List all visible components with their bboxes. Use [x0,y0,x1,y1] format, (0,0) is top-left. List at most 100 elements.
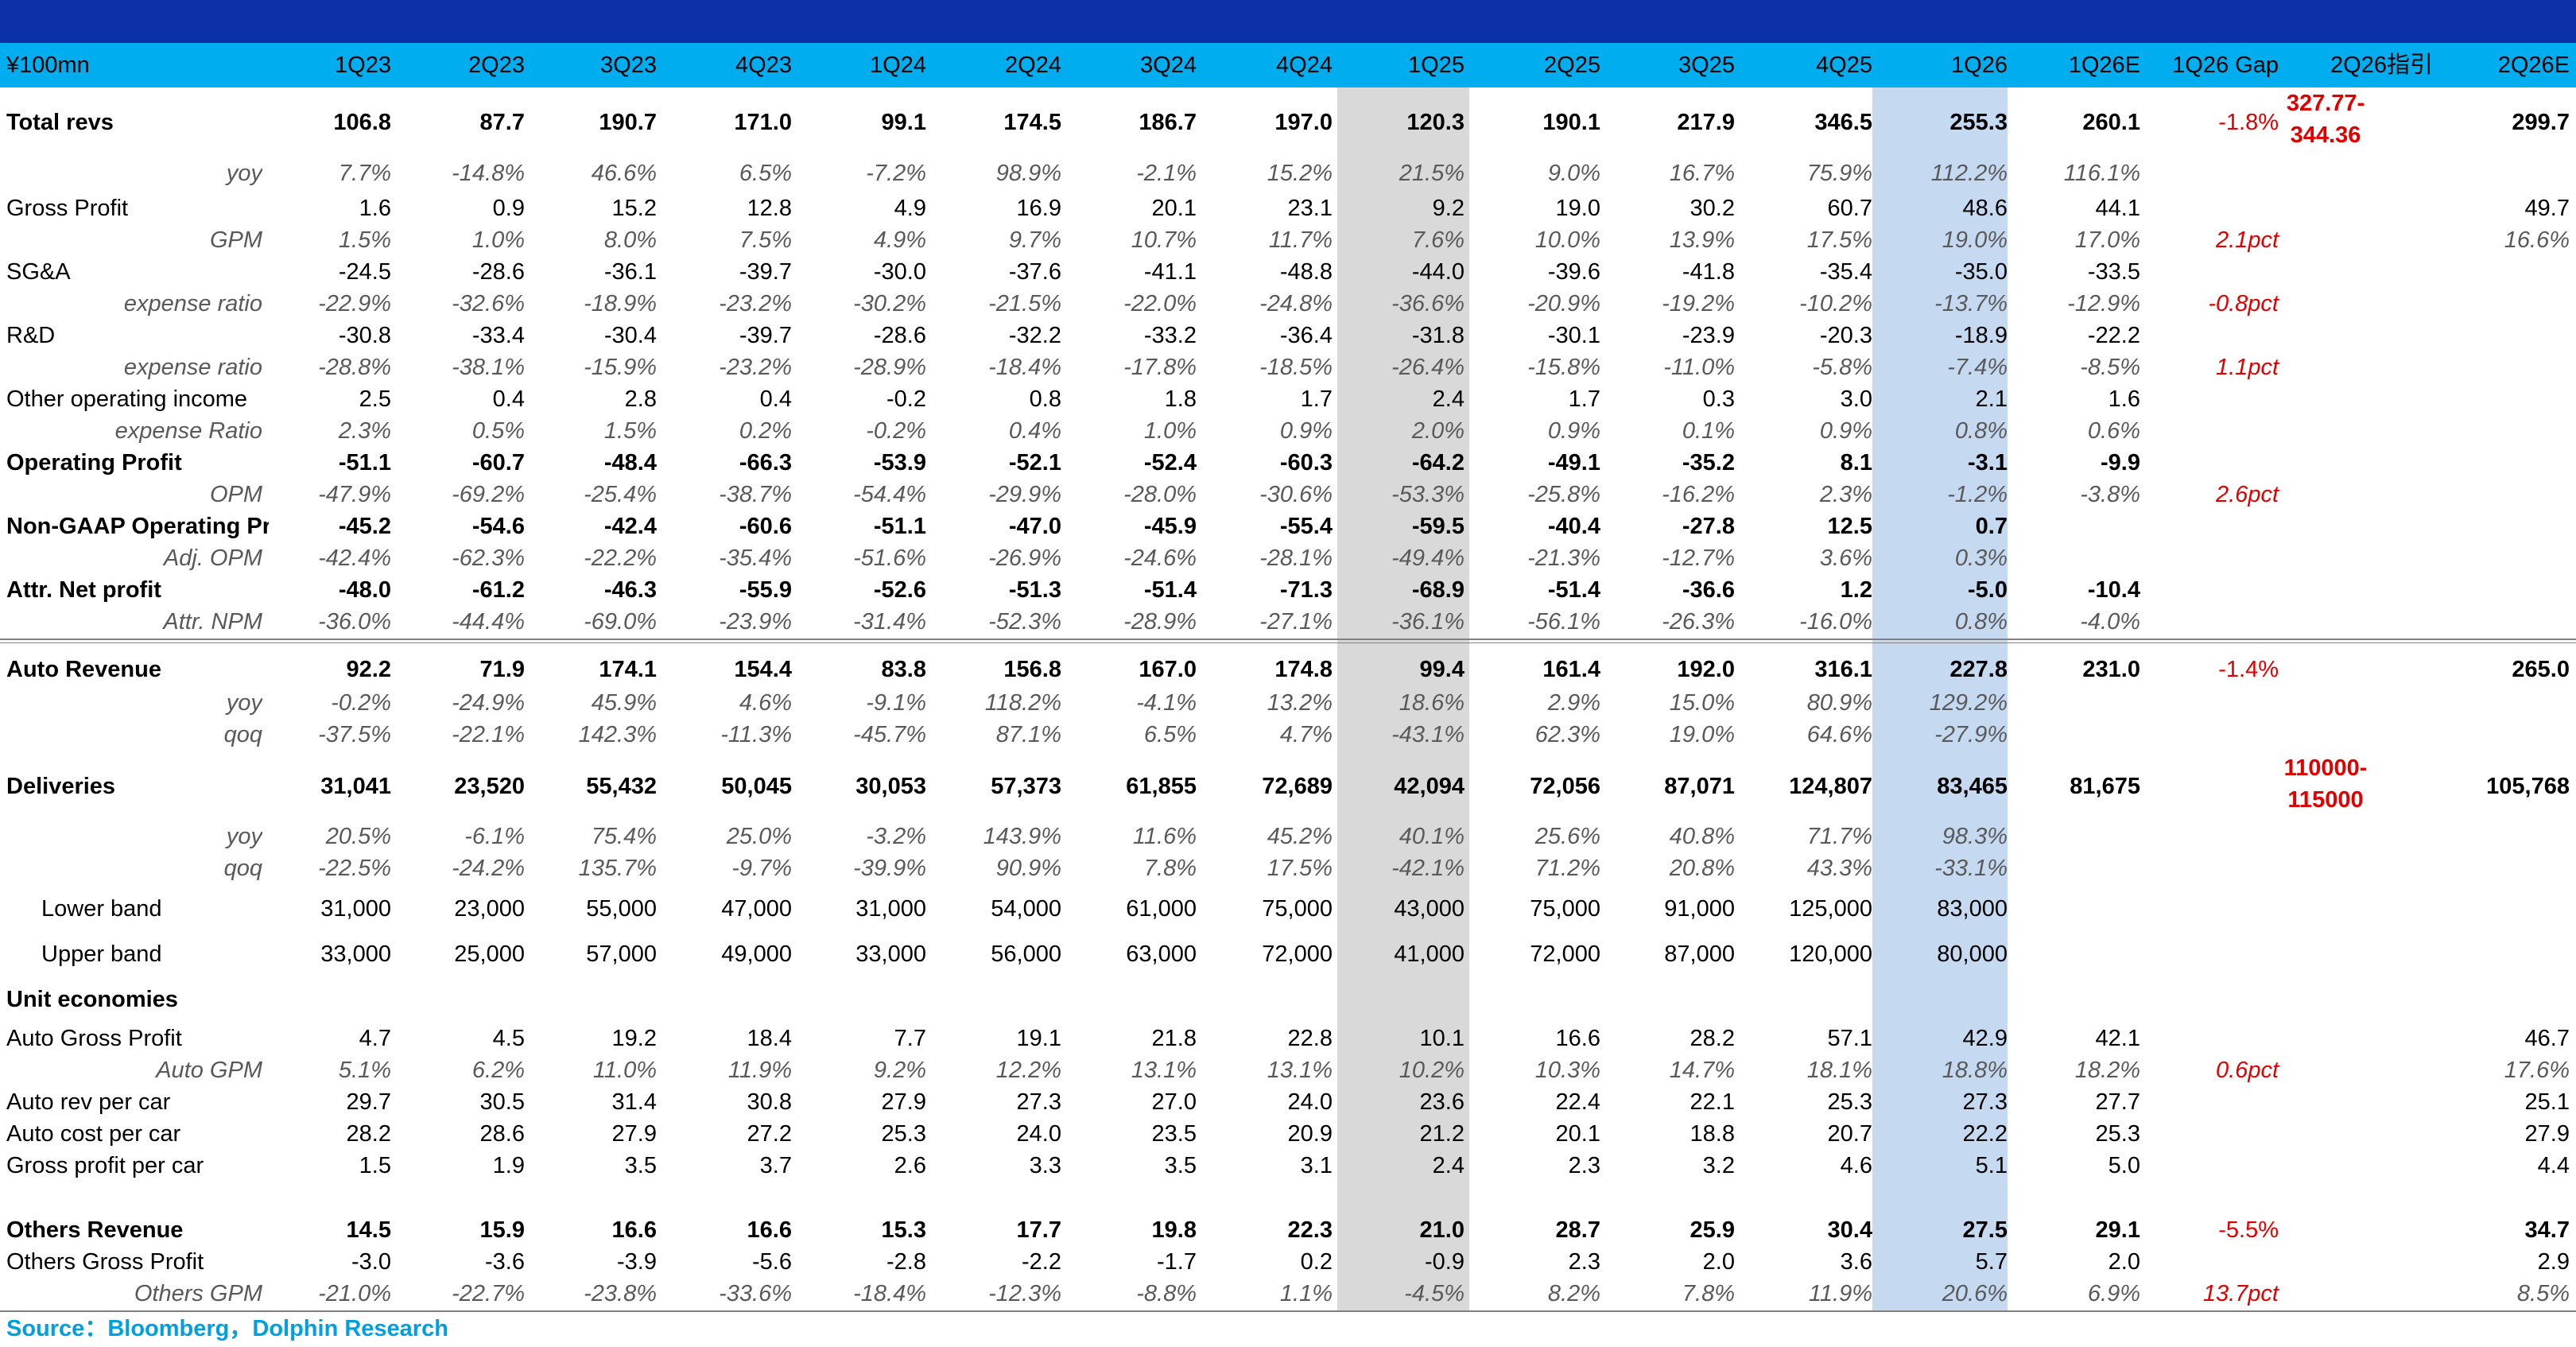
column-header: 1Q24 [870,52,926,78]
table-cell: -53.3% [1391,482,1465,507]
table-cell: 27.9 [611,1121,657,1147]
table-cell: 2.5 [359,386,391,412]
table-cell: 83,000 [1937,896,2008,922]
table-cell: -24.9% [452,690,525,716]
table-cell: 0.4 [759,386,792,412]
row-label: Operating Profit [6,450,182,476]
table-cell: 25.6% [1534,824,1600,849]
guidance-deliveries-range: 110000- 115000 [2270,752,2381,816]
table-cell: -21.3% [1527,545,1600,571]
table-cell: 346.5 [1814,110,1872,135]
table-cell: 15.2% [1267,161,1333,186]
guidance-revenue-range: 327.77- 344.36 [2270,87,2381,151]
table-cell: -23.2% [719,355,792,380]
table-cell: 61,000 [1126,896,1197,922]
table-cell: 87.7 [479,110,525,135]
table-cell: -18.4% [988,355,1061,380]
row-label: Deliveries [6,774,116,799]
table-cell: -1.7 [1157,1249,1197,1275]
table-cell: 87,000 [1664,941,1735,967]
table-cell: -16.0% [1799,609,1872,635]
table-cell: -22.5% [318,856,391,881]
table-cell: 8.2% [1547,1281,1600,1306]
table-cell: -39.7 [739,259,792,285]
table-cell: -3.9 [617,1249,657,1275]
table-cell: 1.8 [1164,386,1197,412]
table-cell: -13.7% [1934,291,2008,316]
table-cell: -1.8% [2218,110,2279,135]
table-cell: -9.7% [731,856,792,881]
table-cell: 45.9% [591,690,657,716]
table-cell: 135.7% [578,856,657,881]
table-cell: -15.9% [584,355,657,380]
table-cell: -9.1% [866,690,926,716]
row-label: Total revs [6,110,114,135]
table-cell: 17.5% [1806,227,1872,253]
table-cell: 17.0% [2074,227,2140,253]
table-cell: 13.2% [1267,690,1333,716]
table-cell: 87,071 [1664,774,1735,799]
table-cell: 25.3 [881,1121,926,1147]
table-cell: 71.2% [1534,856,1600,881]
table-cell: 19.0% [1942,227,2008,253]
table-cell: -1.2% [1947,482,2008,507]
table-cell: 27.9 [2524,1121,2570,1147]
table-cell: 3.1 [1300,1153,1333,1178]
table-cell: -42.1% [1391,856,1465,881]
table-cell: 9.2% [873,1058,926,1083]
table-cell: 0.7 [1975,514,2008,539]
table-cell: -54.6 [471,514,525,539]
table-cell: 142.3% [578,722,657,747]
table-cell: 7.6% [1411,227,1465,253]
table-bottom-border [0,1310,2576,1312]
table-cell: 20.1 [1151,196,1197,221]
table-cell: 3.0 [1840,386,1872,412]
table-cell: 18.4 [747,1026,792,1051]
table-cell: -3.2% [866,824,926,849]
table-cell: -2.8 [886,1249,926,1275]
table-cell: 4.4 [2537,1153,2570,1178]
highlight-column-1q26 [1872,87,2008,1310]
row-label: Other operating income [6,386,248,412]
table-cell: 11.9% [1808,1281,1872,1306]
table-cell: -5.5% [2218,1217,2279,1243]
table-cell: 16.7% [1669,161,1735,186]
table-cell: -47.9% [318,482,391,507]
table-cell: 316.1 [1814,657,1872,682]
table-cell: 1.5% [603,418,657,444]
table-cell: -71.3 [1279,577,1333,603]
table-cell: 10.3% [1534,1058,1600,1083]
table-cell: 43,000 [1394,896,1465,922]
table-cell: 46.6% [591,161,657,186]
table-cell: -28.9% [1123,609,1197,635]
table-cell: 42.9 [1962,1026,2008,1051]
table-cell: 16.9 [1016,196,1061,221]
table-cell: 0.4% [1008,418,1061,444]
table-cell: -47.0 [1008,514,1061,539]
table-cell: -35.2 [1682,450,1735,476]
table-cell: 2.1 [1975,386,2008,412]
table-cell: -5.8% [1812,355,1872,380]
table-cell: 124,807 [1789,774,1872,799]
table-cell: -11.3% [720,722,792,747]
header-band [0,43,2576,87]
table-cell: 0.3 [1702,386,1735,412]
table-cell: 14.5 [346,1217,391,1243]
table-cell: -16.2% [1662,482,1735,507]
table-cell: -15.8% [1527,355,1600,380]
table-cell: -18.4% [853,1281,926,1306]
row-label: Auto Revenue [6,657,161,682]
guidance-revenue-high: 344.36 [2290,122,2361,148]
table-cell: -4.5% [1404,1281,1465,1306]
table-cell: -55.4 [1279,514,1333,539]
table-cell: 42,094 [1394,774,1465,799]
table-cell: 2.0 [2108,1249,2140,1275]
table-cell: 0.8 [1029,386,1061,412]
table-cell: 2.0% [1411,418,1465,444]
table-cell: 2.9 [2537,1249,2570,1275]
table-cell: -31.8 [1411,323,1465,348]
table-cell: 28.7 [1555,1217,1600,1243]
table-cell: 167.0 [1139,657,1197,682]
table-cell: 1.0% [1143,418,1197,444]
table-cell: -26.9% [988,545,1061,571]
